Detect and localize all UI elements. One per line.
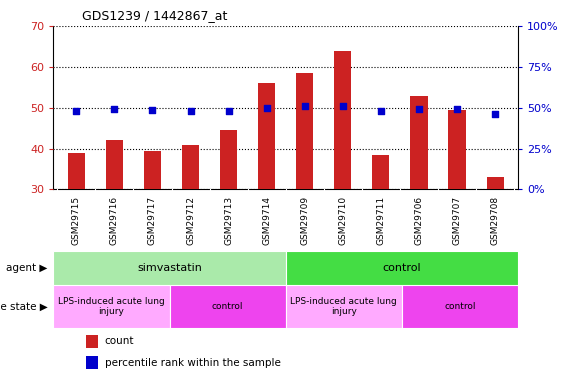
Bar — [372, 155, 390, 312]
Point — [453, 106, 462, 112]
Text: LPS-induced acute lung
injury: LPS-induced acute lung injury — [291, 297, 397, 316]
Text: GSM29706: GSM29706 — [414, 196, 423, 245]
Text: control: control — [212, 302, 243, 311]
Bar — [220, 130, 237, 312]
Point — [300, 103, 309, 109]
Text: GSM29707: GSM29707 — [453, 196, 462, 245]
Text: agent ▶: agent ▶ — [7, 263, 48, 273]
Bar — [410, 96, 427, 312]
Text: disease state ▶: disease state ▶ — [0, 302, 48, 312]
Bar — [169, 285, 285, 328]
Bar — [86, 334, 97, 348]
Point — [377, 108, 386, 114]
Text: percentile rank within the sample: percentile rank within the sample — [105, 358, 280, 368]
Text: GSM29711: GSM29711 — [377, 196, 386, 245]
Text: count: count — [105, 336, 134, 346]
Text: GSM29717: GSM29717 — [148, 196, 157, 245]
Bar — [449, 110, 466, 312]
Bar — [285, 251, 518, 285]
Text: simvastatin: simvastatin — [137, 263, 202, 273]
Text: GSM29709: GSM29709 — [300, 196, 309, 245]
Text: GSM29713: GSM29713 — [224, 196, 233, 245]
Bar — [68, 153, 85, 312]
Point — [186, 108, 195, 114]
Text: GSM29708: GSM29708 — [490, 196, 499, 245]
Point — [72, 108, 81, 114]
Text: GSM29715: GSM29715 — [72, 196, 81, 245]
Text: GSM29710: GSM29710 — [338, 196, 347, 245]
Point — [224, 108, 233, 114]
Text: control: control — [382, 263, 421, 273]
Text: GDS1239 / 1442867_at: GDS1239 / 1442867_at — [82, 9, 227, 22]
Point — [262, 105, 271, 111]
Text: GSM29714: GSM29714 — [262, 196, 271, 245]
Bar — [486, 177, 504, 312]
Bar — [285, 285, 402, 328]
Bar — [258, 83, 275, 312]
Bar — [182, 144, 199, 312]
Text: control: control — [444, 302, 476, 311]
Point — [110, 106, 119, 112]
Bar — [296, 73, 314, 312]
Point — [338, 103, 347, 109]
Bar — [53, 251, 285, 285]
Point — [414, 106, 423, 112]
Point — [490, 111, 499, 117]
Text: GSM29716: GSM29716 — [110, 196, 119, 245]
Bar — [86, 356, 97, 369]
Bar — [106, 141, 123, 312]
Point — [148, 107, 157, 113]
Bar — [402, 285, 518, 328]
Bar — [334, 51, 351, 312]
Bar — [53, 285, 169, 328]
Text: LPS-induced acute lung
injury: LPS-induced acute lung injury — [58, 297, 165, 316]
Text: GSM29712: GSM29712 — [186, 196, 195, 245]
Bar — [144, 151, 161, 312]
